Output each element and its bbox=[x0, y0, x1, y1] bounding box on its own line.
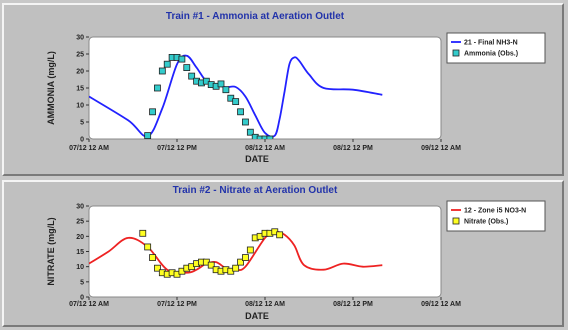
data-point-nitrate-obs bbox=[237, 258, 244, 266]
x-tick-label: 07/12 12 PM bbox=[157, 145, 197, 152]
x-tick-label: 08/12 12 PM bbox=[333, 301, 373, 308]
data-point-ammonia-obs bbox=[261, 135, 269, 139]
legend-label: 12 - Zone i5 NO3-N bbox=[464, 208, 526, 215]
data-point-ammonia-obs bbox=[183, 64, 191, 71]
y-tick-label: 5 bbox=[80, 120, 84, 127]
y-axis-title: NITRATE (mg/L) bbox=[46, 217, 56, 285]
data-point-ammonia-obs bbox=[222, 86, 230, 94]
x-tick-label: 08/12 12 AM bbox=[245, 301, 285, 308]
legend-label: 21 - Final NH3-N bbox=[464, 40, 518, 47]
data-point-nitrate-obs bbox=[232, 264, 240, 272]
x-axis-title: DATE bbox=[245, 311, 269, 321]
y-tick-label: 0 bbox=[80, 137, 84, 144]
y-tick-label: 5 bbox=[80, 279, 84, 286]
legend-label: Nitrate (Obs.) bbox=[464, 219, 508, 226]
data-point-nitrate-obs bbox=[139, 229, 147, 237]
data-point-ammonia-obs bbox=[266, 135, 274, 139]
y-tick-label: 20 bbox=[76, 69, 84, 76]
plot-area bbox=[88, 205, 442, 298]
plot-area bbox=[88, 36, 442, 140]
ammonia-chart-panel: Train #1 - Ammonia at Aeration Outlet 0 5 1… bbox=[2, 3, 564, 176]
data-point-nitrate-obs bbox=[154, 264, 161, 272]
data-point-nitrate-obs bbox=[246, 246, 254, 254]
legend-box bbox=[446, 32, 546, 64]
data-point-ammonia-obs bbox=[158, 67, 166, 75]
data-point-ammonia-obs bbox=[256, 135, 264, 139]
x-axis-title: DATE bbox=[245, 154, 269, 164]
y-tick-label: 30 bbox=[76, 35, 84, 42]
x-tick-label: 09/12 12 AM bbox=[421, 301, 461, 308]
x-tick-label: 07/12 12 AM bbox=[69, 145, 109, 152]
nitrate-chart-panel: Train #2 - Nitrate at Aeration Outlet 0 5 1… bbox=[2, 180, 564, 327]
legend-swatch-marker bbox=[452, 217, 460, 225]
data-point-ammonia-obs bbox=[163, 60, 171, 68]
data-point-ammonia-obs bbox=[237, 108, 244, 116]
chart-title: Train #1 - Ammonia at Aeration Outlet bbox=[166, 11, 345, 22]
series-group bbox=[89, 228, 383, 278]
data-point-ammonia-obs bbox=[246, 128, 254, 136]
ammonia-chart: Train #1 - Ammonia at Aeration Outlet 0 5 1… bbox=[46, 11, 546, 164]
data-point-ammonia-obs bbox=[242, 118, 249, 126]
y-tick-label: 20 bbox=[76, 234, 84, 241]
y-tick-label: 15 bbox=[76, 249, 84, 256]
x-tick-label: 09/12 12 AM bbox=[421, 145, 461, 152]
data-point-nitrate-obs bbox=[149, 254, 156, 261]
x-tick-label: 08/12 12 PM bbox=[333, 145, 373, 152]
y-tick-label: 0 bbox=[80, 295, 84, 302]
y-tick-label: 30 bbox=[76, 204, 84, 211]
data-point-nitrate-obs bbox=[276, 231, 284, 239]
series-group bbox=[89, 54, 383, 139]
data-point-ammonia-obs bbox=[202, 77, 210, 85]
x-tick-label: 07/12 12 AM bbox=[69, 301, 109, 308]
data-point-ammonia-obs bbox=[227, 94, 235, 102]
data-point-ammonia-obs bbox=[217, 80, 225, 88]
y-tick-label: 25 bbox=[76, 219, 84, 226]
data-point-nitrate-obs bbox=[242, 254, 249, 261]
series-line-21-final-nh3-n bbox=[89, 54, 383, 138]
data-point-ammonia-obs bbox=[178, 55, 186, 63]
data-point-ammonia-obs bbox=[144, 132, 152, 139]
y-tick-label: 15 bbox=[76, 86, 84, 93]
data-point-nitrate-obs bbox=[207, 261, 215, 269]
y-tick-label: 10 bbox=[76, 103, 84, 110]
data-point-ammonia-obs bbox=[232, 98, 240, 105]
data-point-ammonia-obs bbox=[188, 72, 196, 80]
chart-title: Train #2 - Nitrate at Aeration Outlet bbox=[173, 185, 338, 196]
data-point-ammonia-obs bbox=[149, 108, 156, 116]
legend-label: Ammonia (Obs.) bbox=[464, 51, 518, 58]
y-tick-label: 25 bbox=[76, 52, 84, 59]
legend-box bbox=[446, 200, 546, 232]
x-tick-label: 07/12 12 PM bbox=[157, 301, 197, 308]
y-tick-label: 10 bbox=[76, 264, 84, 271]
y-axis-title: AMMONIA (mg/L) bbox=[46, 51, 56, 125]
x-tick-label: 08/12 12 AM bbox=[245, 145, 285, 152]
data-point-nitrate-obs bbox=[144, 243, 152, 251]
data-point-ammonia-obs bbox=[154, 84, 161, 92]
nitrate-chart: Train #2 - Nitrate at Aeration Outlet 0 5 1… bbox=[46, 185, 546, 321]
legend-swatch-marker bbox=[452, 49, 460, 57]
